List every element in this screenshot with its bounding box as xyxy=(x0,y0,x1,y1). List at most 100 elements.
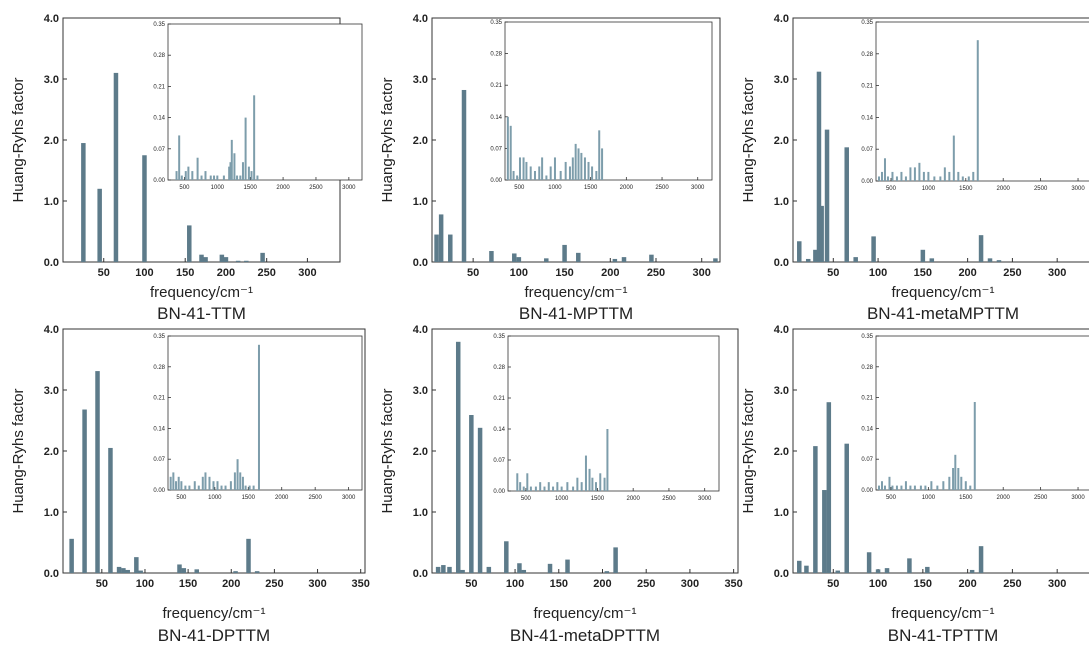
inset-bar xyxy=(877,176,880,181)
bar xyxy=(517,563,522,573)
y-tick-label: 3.0 xyxy=(44,74,59,86)
inset-x-tick-label: 2500 xyxy=(309,185,323,191)
x-tick-label: 100 xyxy=(869,267,887,279)
y-tick-label: 0.0 xyxy=(413,568,428,580)
inset-bar xyxy=(233,153,236,180)
inset-bar xyxy=(918,162,921,181)
inset-bar xyxy=(972,171,975,181)
inset-bar xyxy=(927,171,930,181)
inset-bar xyxy=(904,176,907,181)
y-tick-label: 0.0 xyxy=(44,568,59,580)
inset-frame xyxy=(507,335,720,492)
inset-x-tick-label: 1500 xyxy=(584,185,598,191)
bar xyxy=(621,257,627,262)
inset-bar xyxy=(256,175,259,180)
inset-x-tick-label: 500 xyxy=(886,495,897,501)
inset-x-tick-label: 2500 xyxy=(1034,495,1048,501)
inset-bar xyxy=(957,171,960,181)
inset-y-tick-label: 0.28 xyxy=(153,365,165,371)
bar xyxy=(134,557,139,573)
inset-bar xyxy=(601,148,604,180)
bar xyxy=(978,235,984,262)
bar xyxy=(108,447,113,573)
inset-bar xyxy=(922,171,925,181)
bar xyxy=(486,566,492,573)
x-axis-label: frequency/cm⁻¹ xyxy=(163,605,266,622)
bar xyxy=(521,569,527,573)
x-axis-label: frequency/cm⁻¹ xyxy=(892,605,995,622)
inset-y-tick-label: 0.14 xyxy=(153,426,165,432)
inset-bar xyxy=(964,481,967,490)
inset-bar xyxy=(538,166,541,180)
inset-bar xyxy=(216,481,219,490)
bar xyxy=(826,402,832,573)
bar xyxy=(875,569,881,573)
inset-y-tick-label: 0.00 xyxy=(153,178,165,184)
inset-bar xyxy=(525,161,528,180)
inset-bar xyxy=(883,158,886,181)
bar xyxy=(244,260,249,262)
inset-bar xyxy=(209,175,212,180)
inset-bar xyxy=(224,485,227,490)
x-axis-label: frequency/cm⁻¹ xyxy=(534,605,637,622)
x-tick-label: 250 xyxy=(265,578,283,590)
inset-chart: 0.00 0.07 0.14 0.21 0.28 0.35 500 1000 1500 2000 2… xyxy=(153,334,363,501)
inset-y-tick-label: 0.14 xyxy=(861,426,873,432)
x-tick-label: 50 xyxy=(465,578,477,590)
inset-bar xyxy=(506,116,509,180)
y-axis-label: Huang-Ryhs factor xyxy=(740,388,757,513)
inset-bar xyxy=(516,175,519,180)
y-tick-label: 4.0 xyxy=(774,13,789,25)
inset-x-tick-label: 1000 xyxy=(922,495,936,501)
x-tick-label: 50 xyxy=(467,267,479,279)
x-tick-label: 300 xyxy=(1048,267,1066,279)
y-tick-label: 2.0 xyxy=(413,135,428,147)
inset-bar xyxy=(924,485,927,490)
inset-bar xyxy=(580,152,583,180)
chart-title: BN-41-metaDPTTM xyxy=(510,626,660,645)
inset-bar xyxy=(559,170,562,180)
inset-bar xyxy=(250,171,253,180)
y-tick-label: 4.0 xyxy=(774,324,789,336)
y-tick-label: 0.0 xyxy=(413,257,428,269)
bar xyxy=(813,249,818,262)
y-tick-label: 1.0 xyxy=(774,196,789,208)
x-tick-label: 300 xyxy=(1048,578,1066,590)
bar xyxy=(844,147,849,262)
inset-bar xyxy=(584,455,587,491)
inset-x-tick-label: 1500 xyxy=(591,496,605,502)
x-tick-label: 150 xyxy=(914,267,932,279)
inset-bar xyxy=(877,485,880,490)
inset-y-tick-label: 0.07 xyxy=(861,147,873,153)
inset-bar xyxy=(587,161,590,180)
inset-x-tick-label: 2000 xyxy=(997,495,1011,501)
x-tick-label: 100 xyxy=(135,267,153,279)
bar xyxy=(254,571,260,573)
inset-bar xyxy=(936,485,939,490)
bar xyxy=(187,225,192,262)
y-tick-label: 1.0 xyxy=(774,507,789,519)
bar xyxy=(813,446,818,573)
inset-y-tick-label: 0.35 xyxy=(493,334,505,340)
inset-chart: 0.00 0.07 0.14 0.21 0.28 0.35 500 1000 1500 2000 2… xyxy=(861,20,1089,192)
bar xyxy=(824,129,830,262)
x-tick-label: 100 xyxy=(869,578,887,590)
inset-bar xyxy=(598,130,601,180)
inset-bar xyxy=(568,166,571,180)
bar xyxy=(460,569,465,573)
inset-bar xyxy=(571,157,574,180)
chart-title: BN-41-MPTTM xyxy=(519,304,633,323)
inset-bar xyxy=(591,477,594,491)
x-tick-label: 250 xyxy=(637,578,655,590)
inset-x-tick-label: 500 xyxy=(514,185,525,191)
x-tick-label: 150 xyxy=(555,267,573,279)
inset-frame xyxy=(875,21,1089,182)
inset-chart: 0.00 0.07 0.14 0.21 0.28 0.35 500 1000 1500 2000 2… xyxy=(490,20,713,191)
x-axis-label: frequency/cm⁻¹ xyxy=(525,284,628,301)
inset-bar xyxy=(519,482,522,491)
inset-bar xyxy=(976,40,979,181)
inset-y-tick-label: 0.35 xyxy=(153,22,165,28)
inset-y-tick-label: 0.35 xyxy=(490,20,502,26)
inset-bar xyxy=(543,486,546,491)
bar xyxy=(819,205,824,262)
